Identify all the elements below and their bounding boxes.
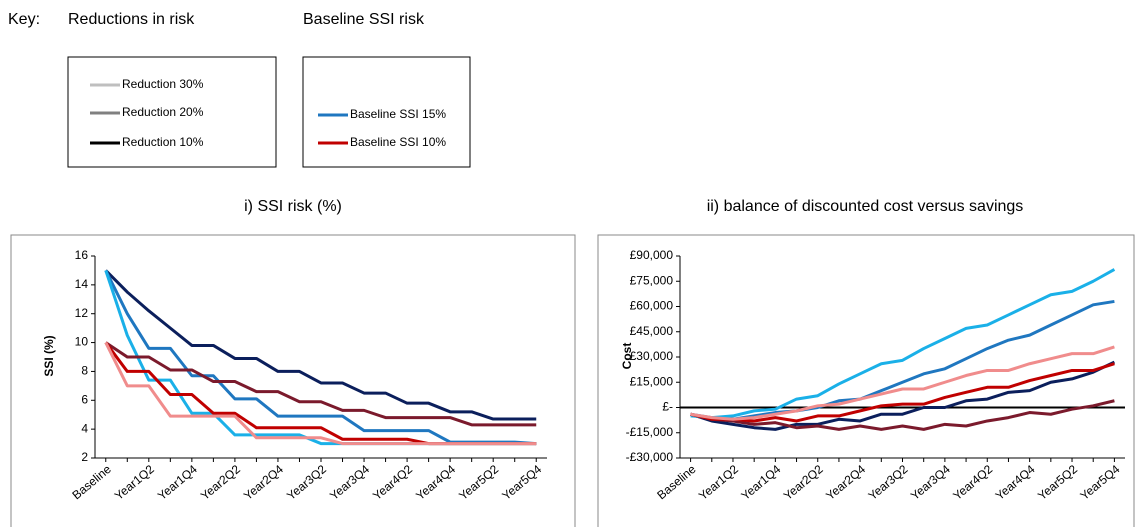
y-axis-label: SSI (%): [42, 335, 56, 376]
x-tick-label: Year5Q4: [1077, 462, 1122, 503]
series-line: [690, 345, 1115, 421]
x-tick-label: Year4Q4: [413, 462, 458, 503]
series-line: [104, 341, 537, 427]
x-tick-label: Year3Q4: [908, 462, 953, 503]
y-axis-label: Cost: [620, 343, 634, 370]
y-tick-label: -£15,000: [626, 425, 674, 439]
x-tick-label: Year1Q4: [155, 462, 200, 503]
key-box: [67, 56, 277, 168]
x-tick-label: Year2Q4: [241, 462, 286, 503]
key-box: [302, 56, 471, 168]
series-line: [104, 269, 537, 421]
series-line: [690, 268, 1116, 420]
series-line: [690, 360, 1116, 431]
x-tick-label: Year1Q2: [112, 462, 157, 503]
x-tick-label: Year5Q2: [456, 462, 501, 503]
x-tick-label: Year4Q2: [950, 462, 995, 503]
y-tick-label: 2: [81, 450, 88, 464]
y-tick-label: 16: [75, 248, 89, 262]
y-tick-label: 8: [81, 364, 88, 378]
key-entry: Reduction 20%: [122, 105, 204, 119]
x-tick-label: Year4Q2: [370, 462, 415, 503]
y-tick-label: -£30,000: [626, 450, 674, 464]
x-tick-label: Baseline: [69, 462, 114, 503]
y-tick-label: £75,000: [630, 273, 674, 287]
x-tick-label: Year2Q2: [198, 462, 243, 503]
y-tick-label: £15,000: [630, 374, 674, 388]
key-group-title: Baseline SSI risk: [303, 11, 425, 28]
series-line: [104, 341, 537, 446]
x-tick-label: Year5Q2: [1035, 462, 1080, 503]
x-tick-label: Year4Q4: [993, 462, 1038, 503]
key-entry: Reduction 30%: [122, 77, 204, 91]
x-tick-label: Year2Q4: [823, 462, 868, 503]
y-tick-label: £90,000: [630, 248, 674, 262]
x-tick-label: Year3Q4: [327, 462, 372, 503]
x-tick-label: Year1Q4: [738, 462, 783, 503]
y-tick-label: 14: [75, 277, 89, 291]
series-line: [690, 362, 1115, 423]
key-label: Key:: [8, 11, 40, 28]
y-tick-label: 12: [75, 306, 89, 320]
y-tick-label: £45,000: [630, 324, 674, 338]
chart-title: i) SSI risk (%): [244, 198, 342, 215]
y-tick-label: 4: [81, 421, 88, 435]
y-tick-label: £60,000: [630, 299, 674, 313]
series-line: [690, 299, 1115, 421]
chart-title: ii) balance of discounted cost versus sa…: [707, 198, 1024, 215]
x-tick-label: Year5Q4: [499, 462, 544, 503]
y-tick-label: 10: [75, 335, 89, 349]
y-tick-label: 6: [81, 392, 88, 406]
chart-frame: [10, 234, 576, 527]
key-entry: Reduction 10%: [122, 135, 204, 149]
series-line: [690, 399, 1115, 431]
y-tick-label: £30,000: [630, 349, 674, 363]
key-group-title: Reductions in risk: [68, 11, 195, 28]
chart-frame: [597, 234, 1135, 527]
key-entry: Baseline SSI 15%: [350, 107, 446, 121]
x-tick-label: Year2Q2: [781, 462, 826, 503]
key-entry: Baseline SSI 10%: [350, 135, 446, 149]
x-tick-label: Baseline: [654, 462, 699, 503]
x-tick-label: Year3Q2: [284, 462, 329, 503]
x-tick-label: Year1Q2: [696, 462, 741, 503]
y-tick-label: £-: [662, 400, 673, 414]
series-line: [104, 341, 537, 446]
x-tick-label: Year3Q2: [866, 462, 911, 503]
